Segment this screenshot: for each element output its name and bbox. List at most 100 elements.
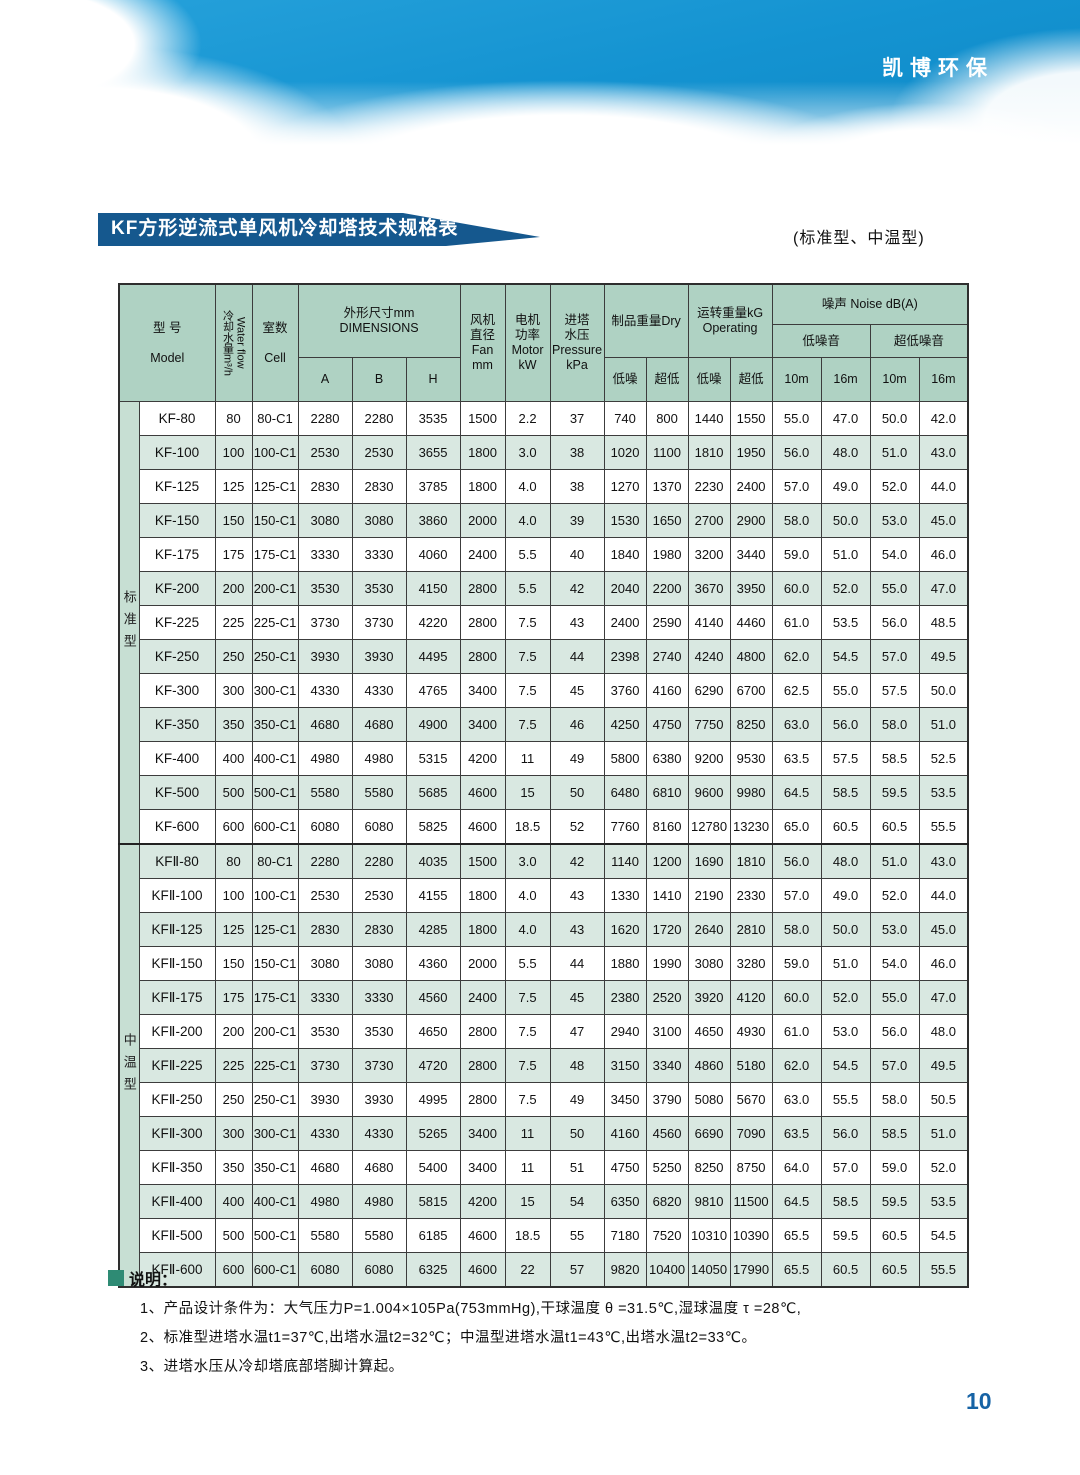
data-cell: 5580: [351, 775, 407, 810]
data-cell: 1370: [645, 469, 689, 504]
data-cell: 49: [549, 1082, 605, 1117]
data-cell: 49.0: [820, 469, 871, 504]
data-cell: 7.5: [504, 605, 551, 640]
data-cell: 42: [549, 843, 605, 879]
data-cell: 3860: [405, 503, 461, 538]
table-row: KFⅡ-100 100 100-C1 2530 2530 4155 1800 4.0 43 133…: [119, 878, 969, 913]
data-cell: 250: [214, 639, 253, 674]
data-cell: 4600: [459, 1252, 506, 1288]
data-cell: 2280: [351, 843, 407, 879]
data-cell: 47.0: [918, 571, 969, 606]
col-header-dim-a: A: [297, 357, 353, 402]
data-cell: 3930: [351, 639, 407, 674]
data-cell: 4995: [405, 1082, 461, 1117]
data-cell: 49.5: [918, 1048, 969, 1083]
data-cell: 1810: [729, 843, 773, 879]
data-cell: 43: [549, 878, 605, 913]
data-cell: 55.5: [918, 809, 969, 845]
data-cell: 3440: [729, 537, 773, 572]
data-cell: 200-C1: [251, 1014, 299, 1049]
data-cell: 2530: [297, 435, 353, 470]
data-cell: 2640: [687, 912, 731, 947]
data-cell: 6290: [687, 673, 731, 708]
model-cell: KF-150: [138, 503, 216, 538]
data-cell: 4200: [459, 1184, 506, 1219]
data-cell: 44: [549, 946, 605, 981]
data-cell: 3080: [351, 946, 407, 981]
data-cell: 52.0: [869, 469, 920, 504]
data-cell: 7.5: [504, 1048, 551, 1083]
data-cell: 6480: [603, 775, 647, 810]
data-cell: 4680: [297, 1150, 353, 1185]
data-cell: 58.0: [869, 707, 920, 742]
data-cell: 48.0: [820, 843, 871, 879]
brand-logo-text: 凯博环保: [882, 57, 994, 80]
note-item: 2、标准型进塔水温t1=37℃,出塔水温t2=32℃；中温型进塔水温t1=43℃…: [140, 1330, 757, 1346]
data-cell: 2800: [459, 571, 506, 606]
data-cell: 22: [504, 1252, 551, 1288]
data-cell: 58.5: [869, 741, 920, 776]
data-cell: 60.5: [820, 1252, 871, 1288]
data-cell: 3730: [297, 605, 353, 640]
data-cell: 51.0: [869, 435, 920, 470]
data-cell: 150-C1: [251, 946, 299, 981]
model-cell: KF-125: [138, 469, 216, 504]
data-cell: 53.0: [820, 1014, 871, 1049]
data-cell: 300-C1: [251, 673, 299, 708]
data-cell: 7750: [687, 707, 731, 742]
data-cell: 4860: [687, 1048, 731, 1083]
data-cell: 150: [214, 503, 253, 538]
data-cell: 55.0: [869, 980, 920, 1015]
data-cell: 125-C1: [251, 469, 299, 504]
data-cell: 60.5: [820, 809, 871, 845]
data-cell: 4560: [405, 980, 461, 1015]
data-cell: 3400: [459, 707, 506, 742]
data-cell: 62.0: [771, 1048, 822, 1083]
data-cell: 38: [549, 469, 605, 504]
data-cell: 51.0: [918, 1116, 969, 1151]
data-cell: 59.5: [869, 1184, 920, 1219]
data-cell: 4330: [297, 673, 353, 708]
data-cell: 60.5: [869, 809, 920, 845]
data-cell: 300-C1: [251, 1116, 299, 1151]
data-cell: 400-C1: [251, 741, 299, 776]
data-cell: 56.0: [820, 1116, 871, 1151]
data-cell: 50.0: [869, 401, 920, 436]
data-cell: 1650: [645, 503, 689, 538]
data-cell: 43.0: [918, 435, 969, 470]
data-cell: 52.5: [918, 741, 969, 776]
data-cell: 2330: [729, 878, 773, 913]
table-row: KFⅡ-400 400 400-C1 4980 4980 5815 4200 15 54 6350…: [119, 1184, 969, 1219]
data-cell: 46.0: [918, 537, 969, 572]
table-body: 标准型 KF-80 80 80-C1 2280 2280 3535 1500 2.2 37 740 8…: [118, 401, 969, 1288]
data-cell: 50: [549, 775, 605, 810]
data-cell: 50.0: [820, 912, 871, 947]
data-cell: 17990: [729, 1252, 773, 1288]
data-cell: 57.5: [869, 673, 920, 708]
data-cell: 61.0: [771, 1014, 822, 1049]
data-cell: 46.0: [918, 946, 969, 981]
data-cell: 1990: [645, 946, 689, 981]
data-cell: 58.0: [771, 503, 822, 538]
data-cell: 4680: [351, 1150, 407, 1185]
data-cell: 3670: [687, 571, 731, 606]
col-header-operating-weight: 运转重量kG Operating: [687, 283, 773, 359]
data-cell: 4650: [405, 1014, 461, 1049]
table-row: KF-400 400 400-C1 4980 4980 5315 4200 11 49 5800 6…: [119, 741, 969, 776]
data-cell: 2400: [459, 537, 506, 572]
model-cell: KF-175: [138, 537, 216, 572]
section-subtitle: (标准型、中温型): [793, 230, 925, 247]
data-cell: 4980: [297, 741, 353, 776]
data-cell: 50.0: [820, 503, 871, 538]
data-cell: 18.5: [504, 809, 551, 845]
data-cell: 65.5: [771, 1252, 822, 1288]
data-cell: 7520: [645, 1218, 689, 1253]
data-cell: 4250: [603, 707, 647, 742]
data-cell: 7.5: [504, 673, 551, 708]
data-cell: 60.5: [869, 1218, 920, 1253]
data-cell: 9530: [729, 741, 773, 776]
data-cell: 2530: [297, 878, 353, 913]
model-cell: KFⅡ-125: [138, 912, 216, 947]
data-cell: 800: [645, 401, 689, 436]
